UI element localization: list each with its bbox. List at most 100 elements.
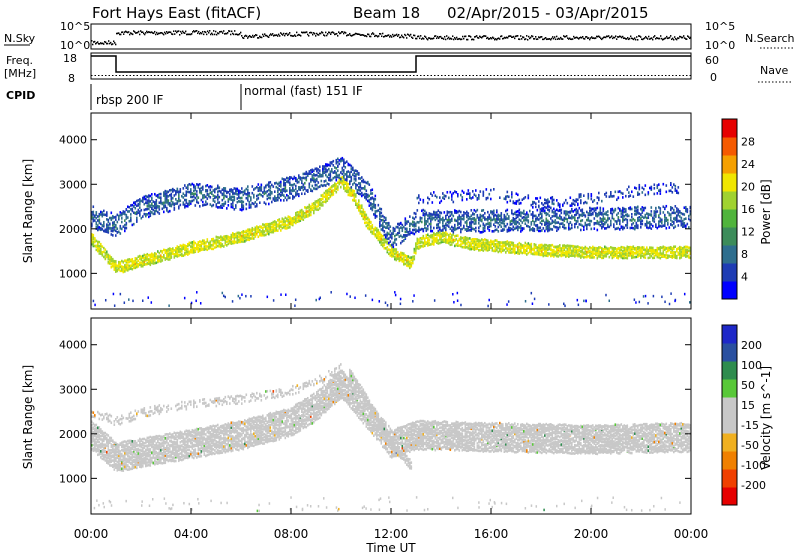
radar-echo	[301, 217, 303, 221]
radar-echo	[325, 197, 327, 201]
nsky-point	[620, 35, 622, 38]
nsky-point	[422, 37, 424, 39]
radar-echo	[287, 223, 290, 227]
nsky-point	[647, 38, 649, 40]
radar-echo	[152, 255, 155, 258]
radar-echo	[472, 227, 474, 231]
radar-echo	[442, 228, 444, 232]
nsky-point	[182, 30, 184, 33]
radar-echo	[355, 173, 357, 176]
radar-echo	[281, 193, 284, 197]
radar-echo	[584, 245, 587, 249]
nsky-point	[244, 35, 246, 38]
radar-echo	[283, 182, 285, 185]
radar-echo	[245, 233, 248, 237]
radar-echo	[242, 240, 245, 243]
radar-echo	[304, 206, 306, 209]
nsky-point	[397, 35, 399, 37]
radar-echo	[374, 194, 377, 198]
radar-echo	[664, 206, 666, 210]
radar-echo	[278, 196, 281, 200]
radar-echo	[133, 201, 135, 205]
nsky-point	[414, 34, 416, 37]
radar-echo	[344, 166, 347, 169]
radar-echo	[263, 189, 266, 192]
nsky-tick-high: 10^5	[60, 20, 90, 33]
radar-echo	[113, 223, 116, 226]
radar-echo	[127, 205, 129, 209]
radar-echo	[419, 240, 422, 243]
radar-echo	[385, 226, 387, 229]
radar-echo	[314, 203, 317, 206]
radar-echo	[538, 200, 540, 203]
radar-echo	[455, 238, 458, 241]
radar-echo	[488, 215, 491, 219]
nsky-point	[654, 35, 656, 37]
radar-echo	[466, 213, 468, 217]
radar-echo	[415, 228, 417, 231]
nsky-point	[596, 35, 598, 38]
radar-echo	[391, 253, 393, 256]
radar-echo	[526, 213, 528, 216]
radar-echo	[361, 206, 363, 210]
radar-echo	[514, 252, 516, 255]
radar-echo	[434, 237, 437, 240]
nsky-point	[319, 32, 321, 35]
radar-echo	[524, 218, 527, 222]
radar-echo	[239, 191, 242, 195]
nsky-point	[93, 41, 95, 43]
radar-echo	[331, 193, 333, 197]
radar-echo	[484, 224, 486, 228]
radar-echo	[436, 195, 438, 199]
radar-echo	[619, 207, 621, 211]
nsky-point	[673, 38, 675, 41]
nsky-point	[258, 37, 260, 39]
radar-echo	[655, 223, 657, 226]
nsky-point	[477, 36, 479, 39]
radar-echo	[469, 196, 471, 200]
radar-echo	[257, 197, 260, 200]
nsky-point	[398, 33, 400, 36]
radar-echo	[112, 257, 114, 261]
radar-echo	[314, 206, 317, 210]
radar-echo	[625, 253, 627, 257]
radar-echo	[137, 259, 140, 263]
radar-echo	[640, 250, 642, 254]
nsky-point	[638, 35, 640, 37]
radar-echo	[397, 225, 399, 229]
radar-echo	[512, 221, 515, 224]
radar-echo	[286, 198, 288, 202]
nsky-point	[543, 38, 545, 41]
radar-echo	[311, 174, 314, 177]
radar-echo	[385, 222, 387, 225]
radar-echo	[217, 244, 219, 248]
nsky-point	[533, 38, 535, 40]
radar-echo	[640, 256, 642, 259]
radar-echo	[557, 249, 560, 252]
nsky-point	[382, 32, 384, 35]
radar-echo	[611, 215, 614, 218]
radar-echo	[545, 246, 548, 250]
radar-echo	[146, 195, 149, 199]
radar-echo	[139, 200, 141, 204]
radar-echo	[190, 195, 192, 199]
radar-echo	[427, 227, 429, 231]
radar-echo	[337, 157, 339, 161]
radar-echo	[517, 250, 519, 253]
radar-echo	[328, 187, 330, 191]
radar-echo	[478, 197, 480, 200]
radar-echo	[115, 225, 117, 229]
radar-echo	[638, 212, 641, 215]
radar-echo	[248, 191, 251, 195]
radar-echo	[532, 216, 534, 220]
radar-echo	[656, 255, 659, 259]
radar-echo	[626, 254, 629, 258]
radar-echo	[262, 230, 264, 234]
radar-echo	[637, 250, 639, 254]
radar-echo	[676, 220, 678, 223]
radar-echo	[308, 172, 311, 176]
nsky-point	[308, 34, 310, 37]
radar-echo	[239, 200, 242, 203]
radar-echo	[602, 225, 605, 228]
radar-echo	[193, 243, 195, 246]
